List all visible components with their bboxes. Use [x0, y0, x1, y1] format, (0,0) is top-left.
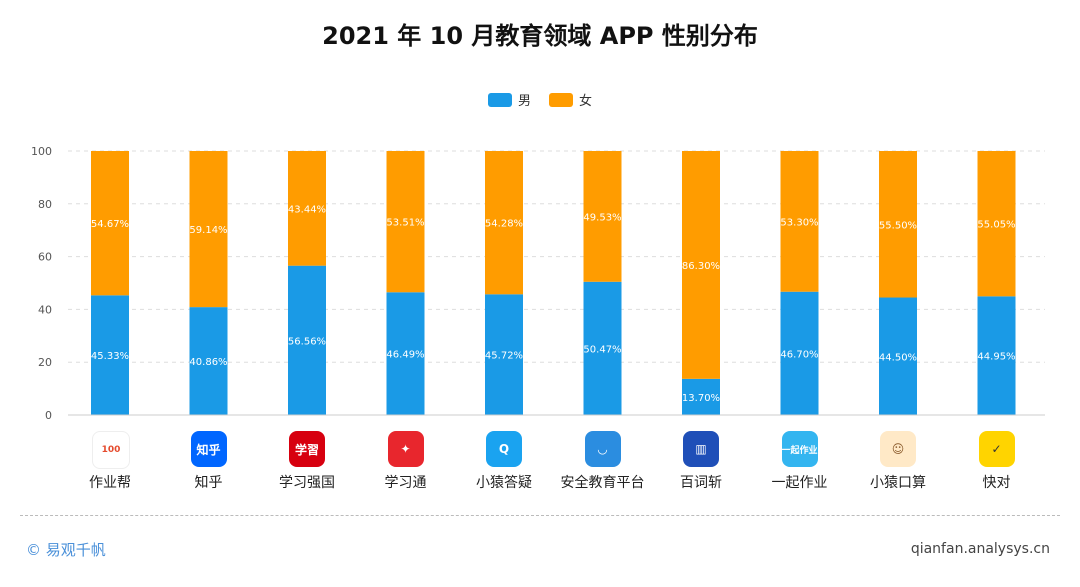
- y-tick-label: 40: [38, 303, 52, 316]
- legend-label-male: 男: [517, 94, 531, 109]
- xuexitong-icon: ✦: [387, 431, 424, 467]
- x-category-label: 快对: [983, 475, 1011, 491]
- legend-item-male[interactable]: 男: [487, 90, 531, 109]
- data-label-male: 46.49%: [386, 350, 424, 361]
- legend-label-female: 女: [579, 94, 593, 109]
- legend: 男 女: [0, 90, 1080, 109]
- zuoyebang-icon: 100: [92, 431, 130, 469]
- data-label-female: 59.14%: [189, 225, 227, 236]
- data-label-female: 49.53%: [583, 212, 621, 223]
- bar-male: [386, 292, 425, 415]
- x-category-label: 一起作业: [772, 475, 828, 491]
- chart-title: 2021 年 10 月教育领域 APP 性别分布: [322, 22, 758, 50]
- data-label-male: 45.72%: [485, 351, 523, 362]
- data-label-male: 13.70%: [682, 393, 720, 404]
- bar-male: [682, 378, 720, 415]
- bar-female: [189, 151, 228, 308]
- data-label-female: 86.30%: [682, 261, 720, 272]
- x-category-label: 小猿答疑: [476, 474, 532, 491]
- y-tick-label: 0: [45, 409, 52, 422]
- bar-male: [879, 297, 917, 415]
- x-category-label: 小猿口算: [870, 475, 926, 491]
- bar-male: [288, 265, 326, 415]
- bar-female: [682, 151, 720, 379]
- stacked-bar-chart: 0 20 40 60 80 100 45.33% 54.67% 作业帮 40.86% 59.14% 知…: [31, 145, 1045, 491]
- anquanjiaoyu-icon: ◡: [584, 431, 621, 467]
- data-label-male: 56.56%: [288, 336, 326, 347]
- bar-male: [583, 281, 622, 415]
- legend-item-female[interactable]: 女: [549, 90, 592, 109]
- bar-female: [977, 151, 1016, 297]
- data-label-female: 55.50%: [879, 220, 917, 231]
- data-label-male: 40.86%: [189, 357, 227, 368]
- x-category-label: 学习强国: [279, 475, 335, 491]
- bar-female: [485, 151, 523, 295]
- brand-logo: © 易观千帆: [26, 541, 106, 559]
- y-tick-label: 100: [31, 145, 52, 158]
- data-label-male: 45.33%: [91, 351, 129, 362]
- data-label-female: 54.67%: [91, 219, 129, 230]
- zhihu-icon: 知乎: [190, 431, 227, 467]
- y-tick-label: 80: [38, 198, 52, 211]
- bar-female: [780, 151, 819, 292]
- site-url: qianfan.analysys.cn: [910, 541, 1050, 557]
- bar-male: [977, 296, 1016, 415]
- bar-male: [485, 294, 523, 415]
- bar-female: [879, 151, 917, 298]
- legend-swatch-female: [549, 92, 573, 107]
- y-tick-label: 60: [38, 251, 52, 264]
- baicizhan-icon: ▥: [683, 431, 719, 467]
- yiqizuoye-icon: 一起作业: [781, 431, 818, 467]
- bar-female: [91, 151, 129, 296]
- data-label-male: 44.50%: [879, 352, 917, 363]
- xuexiqiangguo-icon: 学習: [289, 431, 325, 467]
- xiaoyuandayi-icon: Q: [486, 431, 522, 467]
- data-label-male: 50.47%: [583, 344, 621, 355]
- data-label-female: 53.30%: [780, 217, 818, 228]
- data-label-female: 55.05%: [977, 220, 1015, 231]
- bar-male: [91, 295, 129, 415]
- x-category-label: 学习通: [385, 475, 427, 491]
- data-label-female: 54.28%: [485, 219, 523, 230]
- footer-divider: [20, 515, 1060, 516]
- legend-swatch-male: [487, 92, 512, 107]
- bar-female: [583, 151, 622, 282]
- x-category-label: 安全教育平台: [561, 474, 645, 491]
- bar-female: [288, 151, 326, 266]
- data-label-female: 43.44%: [288, 204, 326, 215]
- xiaoyuankousuan-icon: ☺: [880, 431, 916, 467]
- y-tick-label: 20: [38, 356, 52, 369]
- data-label-male: 46.70%: [780, 349, 818, 360]
- bar-male: [189, 307, 228, 415]
- x-category-label: 知乎: [195, 474, 223, 491]
- bar-female: [386, 151, 425, 293]
- kuaidui-icon: ✓: [978, 431, 1015, 467]
- x-category-label: 百词斩: [680, 475, 722, 491]
- x-category-label: 作业帮: [89, 475, 131, 491]
- bar-male: [780, 291, 819, 415]
- data-label-female: 53.51%: [386, 218, 424, 229]
- data-label-male: 44.95%: [977, 352, 1015, 363]
